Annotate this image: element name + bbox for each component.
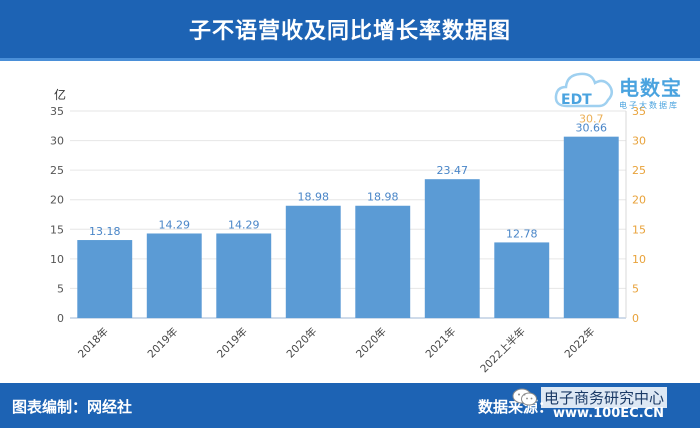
y-tick-label: 5 [57,282,64,295]
bar [355,205,411,318]
bar [494,242,550,318]
overlap-label: 30.7 [579,113,604,126]
x-tick-label: 2019年 [145,325,181,361]
cloud-logo-icon: EDT [554,72,613,108]
data-label: 12.78 [506,227,538,240]
wechat-icon [512,388,537,406]
logo-tagline: 电子大数据库 [619,101,679,110]
y-tick-label: 25 [50,164,64,177]
y2-tick-label: 5 [632,282,639,295]
data-label: 23.47 [437,164,469,177]
y-tick-label: 0 [57,312,64,325]
bar [77,240,133,318]
chart-title: 子不语营收及同比增长率数据图 [188,19,511,44]
footer-compiler: 图表编制：网经社 [12,398,133,416]
bar [285,205,341,318]
title-banner: 子不语营收及同比增长率数据图 [0,0,700,58]
y-tick-label: 10 [50,253,64,266]
logo-brand: 电数宝 [619,76,682,100]
y2-tick-label: 20 [632,194,646,207]
brand-logo: EDT 电数宝 电子大数据库 [553,64,693,120]
y-tick-label: 35 [50,105,64,118]
bar [216,233,272,318]
chart-area: 0 5 10 15 20 25 30 35 0 5 10 15 20 25 30 35 亿 13.18 2018年 1… [0,61,700,383]
data-label: 30.66 [576,122,608,135]
data-label: 13.18 [89,225,121,238]
x-tick-label: 2022上半年 [478,325,528,375]
bar [563,136,619,318]
x-tick-label: 2021年 [423,325,459,361]
logo-mark: EDT [561,92,592,108]
title-stripe [0,58,700,61]
y2-tick-label: 30 [632,135,646,148]
data-label: 14.29 [228,218,260,231]
y-tick-label: 30 [50,135,64,148]
data-label: 14.29 [159,218,191,231]
data-label: 18.98 [298,191,330,204]
wechat-account-name: 电子商务研究中心 [541,386,668,408]
y2-tick-label: 25 [632,164,646,177]
y-tick-label: 20 [50,194,64,207]
wechat-watermark: 电子商务研究中心 [512,386,700,408]
bar-chart: 0 5 10 15 20 25 30 35 0 5 10 15 20 25 30 35 亿 13.18 2018年 1… [50,87,646,375]
bar [146,233,202,318]
y-axis-unit: 亿 [54,87,66,102]
x-tick-label: 2020年 [284,325,320,361]
x-tick-label: 2020年 [353,325,389,361]
x-tick-label: 2022年 [562,325,598,361]
x-tick-label: 2019年 [214,325,250,361]
y-tick-label: 15 [50,223,64,236]
y2-tick-label: 0 [632,312,639,325]
x-tick-label: 2018年 [75,325,111,361]
y2-tick-label: 35 [632,105,646,118]
data-label: 18.98 [367,191,399,204]
bar [424,179,480,318]
footer-url: www.100EC.CN [553,406,665,421]
y2-tick-label: 10 [632,253,646,266]
y2-tick-label: 15 [632,223,646,236]
